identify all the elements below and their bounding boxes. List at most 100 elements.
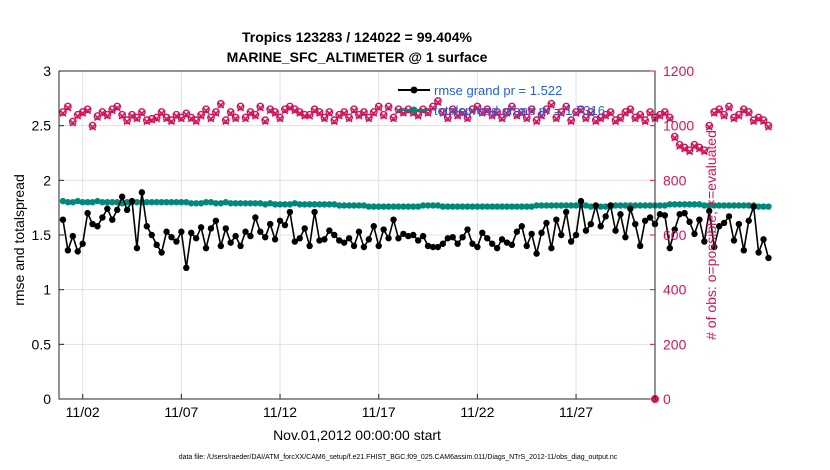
totalspread-point	[711, 202, 718, 209]
obs-possible-point	[532, 116, 541, 125]
totalspread-point	[587, 203, 595, 210]
rmse-point	[503, 239, 511, 246]
obs-evaluated-point	[261, 118, 269, 126]
obs-evaluated-point	[74, 112, 82, 120]
obs-possible-point	[202, 105, 210, 114]
rmse-point	[395, 235, 402, 242]
totalspread-point	[469, 203, 476, 210]
rmse-point	[513, 228, 521, 235]
rmse-point	[222, 225, 229, 232]
rmse-point	[163, 228, 170, 235]
totalspread-point	[503, 203, 511, 210]
obs-evaluated-point	[266, 107, 274, 115]
rmse-point	[538, 229, 545, 237]
obs-evaluated-point	[473, 104, 481, 112]
totalspread-point	[316, 201, 323, 208]
totalspread-point	[311, 201, 318, 208]
totalspread-point	[89, 199, 96, 206]
totalspread-point	[296, 201, 303, 208]
rmse-point	[666, 244, 674, 252]
obs-evaluated-point	[375, 104, 383, 112]
obs-possible-point	[211, 108, 220, 116]
obs-possible-point	[517, 108, 526, 116]
obs-evaluated-point	[587, 109, 595, 117]
obs-possible-point	[606, 108, 615, 116]
rmse-point	[735, 220, 743, 228]
obs-evaluated-point	[685, 148, 694, 156]
totalspread-point	[242, 200, 249, 207]
rmse-point	[508, 241, 516, 249]
totalspread-point	[488, 203, 496, 210]
obs-possible-point	[665, 113, 674, 122]
totalspread-point	[538, 202, 545, 209]
rmse-point	[567, 238, 575, 245]
rmse-point	[84, 209, 91, 217]
obs-possible-point	[340, 108, 349, 116]
rmse-point	[128, 197, 136, 205]
obs-evaluated-point	[98, 109, 106, 117]
rmse-point	[523, 242, 530, 250]
totalspread-point	[365, 203, 373, 210]
obs-possible-point	[63, 102, 72, 111]
rmse-point	[607, 202, 614, 209]
totalspread-point	[217, 200, 225, 207]
rmse-point	[237, 242, 244, 250]
x-tick-label: 11/07	[164, 404, 198, 420]
rmse-point	[424, 242, 432, 250]
totalspread-point	[617, 202, 624, 209]
totalspread-point	[375, 203, 382, 210]
rmse-point	[266, 220, 274, 228]
totalspread-point	[508, 203, 516, 210]
obs-possible-point	[567, 116, 576, 125]
obs-possible-point	[463, 113, 472, 122]
rmse-point	[306, 242, 313, 250]
obs-evaluated-point	[335, 112, 343, 120]
obs-evaluated-point	[217, 101, 225, 109]
rmse-point	[286, 208, 294, 216]
totalspread-point	[178, 199, 185, 206]
obs-evaluated-point	[103, 112, 111, 120]
x-tick-label: 11/17	[362, 404, 396, 420]
obs-evaluated-point	[602, 112, 610, 120]
totalspread-point	[286, 201, 294, 208]
totalspread-point	[400, 203, 407, 210]
rmse-point	[123, 206, 131, 214]
y-right-tick-label: 1000	[663, 118, 694, 134]
rmse-point	[227, 239, 234, 246]
totalspread-point	[454, 203, 461, 210]
rmse-point	[79, 240, 86, 247]
totalspread-point	[64, 199, 72, 206]
rmse-point	[434, 243, 442, 251]
obs-evaluated-point	[143, 118, 151, 126]
obs-possible-point	[626, 105, 635, 114]
obs-possible-point	[582, 113, 590, 122]
totalspread-point	[558, 202, 565, 209]
obs-possible-point	[369, 108, 378, 116]
obs-possible-point	[557, 108, 566, 116]
rmse-point	[232, 232, 239, 240]
obs-evaluated-point	[251, 112, 259, 120]
totalspread-point	[321, 201, 328, 208]
obs-evaluated-point	[666, 115, 674, 123]
obs-possible-point	[764, 121, 773, 130]
obs-possible-point	[552, 113, 561, 122]
rmse-point	[439, 240, 447, 247]
obs-evaluated-point	[197, 112, 205, 120]
x-tick-label: 11/27	[559, 404, 593, 420]
rmse-point	[109, 216, 116, 223]
totalspread-point	[696, 201, 703, 208]
obs-evaluated-point	[552, 115, 560, 123]
obs-possible-point	[350, 105, 358, 114]
obs-evaluated-point	[138, 109, 146, 117]
obs-possible-point	[473, 102, 482, 111]
obs-evaluated-point	[459, 109, 467, 117]
obs-evaluated-point	[518, 109, 526, 117]
rmse-point	[661, 212, 669, 219]
obs-possible-point	[231, 113, 240, 122]
totalspread-point	[597, 203, 604, 210]
obs-possible-point	[221, 116, 230, 125]
obs-possible-point	[276, 113, 284, 122]
obs-evaluated-point	[271, 109, 279, 117]
rmse-point	[548, 244, 555, 252]
y-left-tick-label: 2	[43, 172, 51, 188]
